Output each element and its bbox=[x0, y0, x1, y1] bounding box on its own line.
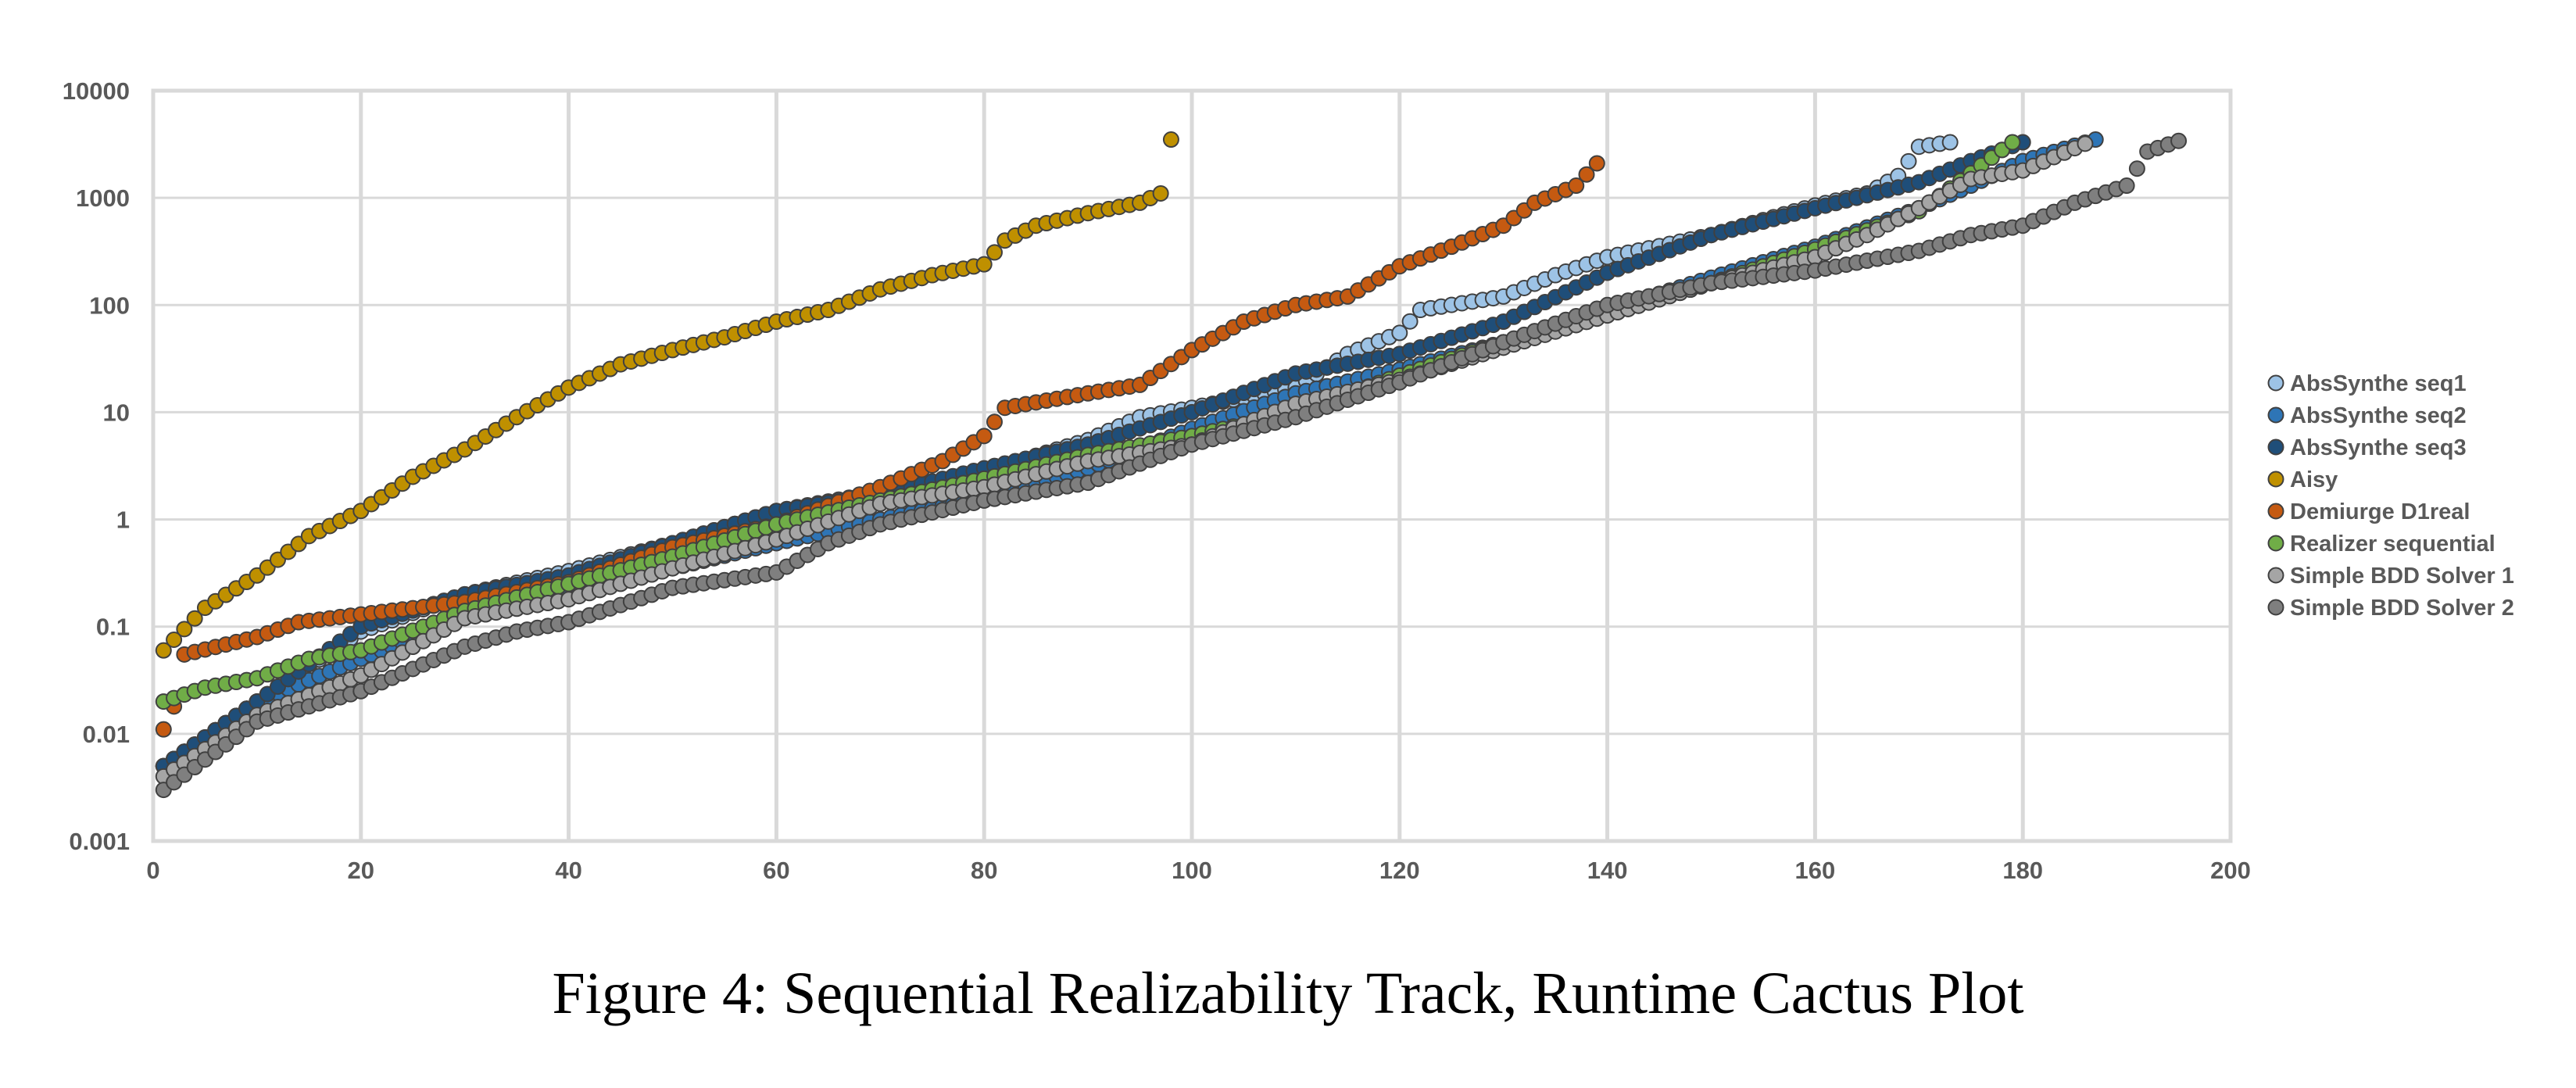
legend-label: Simple BDD Solver 1 bbox=[2290, 564, 2514, 589]
legend-item-abssynthe-seq2: AbsSynthe seq2 bbox=[2267, 403, 2467, 428]
legend-label: Demiurge D1real bbox=[2290, 499, 2470, 524]
y-tick-label: 1000 bbox=[76, 184, 130, 212]
x-tick-label: 0 bbox=[146, 857, 159, 884]
axes bbox=[151, 88, 2233, 843]
x-tick-label: 140 bbox=[1587, 857, 1628, 884]
legend-marker bbox=[2267, 599, 2284, 616]
y-tick-label: 10 bbox=[103, 399, 130, 426]
point-simple-bdd-solver-2 bbox=[2118, 177, 2135, 195]
x-tick-label: 100 bbox=[1172, 857, 1212, 884]
point-aisy bbox=[155, 642, 172, 659]
figure-caption: Figure 4: Sequential Realizability Track… bbox=[552, 961, 2024, 1026]
legend-marker bbox=[2267, 438, 2284, 456]
legend-label: AbsSynthe seq3 bbox=[2290, 435, 2467, 460]
point-aisy bbox=[1152, 184, 1169, 202]
x-tick-label: 200 bbox=[2210, 857, 2251, 884]
legend-label: Simple BDD Solver 2 bbox=[2290, 596, 2514, 621]
legend-item-realizer-sequential: Realizer sequential bbox=[2267, 531, 2496, 557]
point-demiurge-d1real bbox=[1568, 177, 1585, 195]
legend-label: AbsSynthe seq2 bbox=[2290, 403, 2467, 428]
y-tick-label: 100 bbox=[89, 292, 130, 319]
legend-item-aisy: Aisy bbox=[2267, 467, 2338, 492]
series-aisy bbox=[155, 131, 1179, 659]
point-abssynthe-seq1 bbox=[1900, 152, 1917, 170]
point-aisy bbox=[186, 610, 203, 627]
legend-marker bbox=[2267, 503, 2284, 520]
point-demiurge-d1real bbox=[155, 721, 172, 738]
point-aisy bbox=[975, 256, 993, 273]
legend-label: AbsSynthe seq1 bbox=[2290, 371, 2467, 396]
data-series bbox=[155, 131, 2188, 799]
legend-marker bbox=[2267, 567, 2284, 584]
plot-frame bbox=[151, 88, 2233, 843]
legend-marker bbox=[2267, 535, 2284, 552]
legend-label: Realizer sequential bbox=[2290, 531, 2496, 557]
point-realizer-sequential bbox=[2004, 134, 2021, 151]
legend-item-simple-bdd-solver-1: Simple BDD Solver 1 bbox=[2267, 564, 2514, 589]
point-aisy bbox=[176, 621, 193, 638]
point-demiurge-d1real bbox=[1588, 155, 1605, 172]
legend-marker bbox=[2267, 374, 2284, 392]
tick-labels: 0.001 0.01 0.1 1 10 100 1000 10000 0 20 40 60 80 100 1… bbox=[63, 77, 2251, 884]
y-tick-label: 0.001 bbox=[69, 828, 130, 855]
y-tick-label: 1 bbox=[116, 506, 130, 534]
point-demiurge-d1real bbox=[975, 428, 993, 445]
x-tick-label: 20 bbox=[348, 857, 374, 884]
point-aisy bbox=[1162, 131, 1179, 149]
y-tick-label: 10000 bbox=[63, 77, 130, 105]
legend-item-demiurge-d1real: Demiurge D1real bbox=[2267, 499, 2470, 524]
x-tick-label: 60 bbox=[763, 857, 789, 884]
x-tick-label: 160 bbox=[1795, 857, 1836, 884]
legend-marker bbox=[2267, 406, 2284, 424]
point-demiurge-d1real bbox=[1578, 166, 1595, 183]
legend: AbsSynthe seq1 AbsSynthe seq2 AbsSynthe se… bbox=[2267, 371, 2514, 621]
point-simple-bdd-solver-2 bbox=[2170, 132, 2188, 149]
cactus-plot-chart: 0.001 0.01 0.1 1 10 100 1000 10000 0 20 40 60 80 100 1… bbox=[63, 77, 2514, 884]
point-abssynthe-seq1 bbox=[1391, 324, 1408, 342]
series-simple-bdd-solver-2 bbox=[155, 132, 2188, 799]
y-tick-label: 0.01 bbox=[83, 721, 130, 748]
y-tick-label: 0.1 bbox=[96, 614, 130, 641]
x-tick-label: 120 bbox=[1379, 857, 1420, 884]
x-tick-label: 180 bbox=[2002, 857, 2043, 884]
point-aisy bbox=[986, 244, 1003, 261]
legend-label: Aisy bbox=[2290, 467, 2338, 492]
point-abssynthe-seq1 bbox=[1941, 134, 1959, 151]
legend-marker bbox=[2267, 471, 2284, 488]
x-tick-label: 40 bbox=[555, 857, 581, 884]
point-aisy bbox=[166, 631, 183, 648]
point-simple-bdd-solver-1 bbox=[2077, 135, 2094, 152]
legend-item-abssynthe-seq1: AbsSynthe seq1 bbox=[2267, 371, 2467, 396]
legend-item-simple-bdd-solver-2: Simple BDD Solver 2 bbox=[2267, 596, 2514, 621]
x-tick-label: 80 bbox=[971, 857, 997, 884]
point-demiurge-d1real bbox=[986, 413, 1003, 431]
point-simple-bdd-solver-2 bbox=[2128, 160, 2145, 177]
legend-item-abssynthe-seq3: AbsSynthe seq3 bbox=[2267, 435, 2467, 460]
series-simple-bdd-solver-1 bbox=[155, 135, 2094, 785]
point-abssynthe-seq1 bbox=[1401, 313, 1419, 330]
